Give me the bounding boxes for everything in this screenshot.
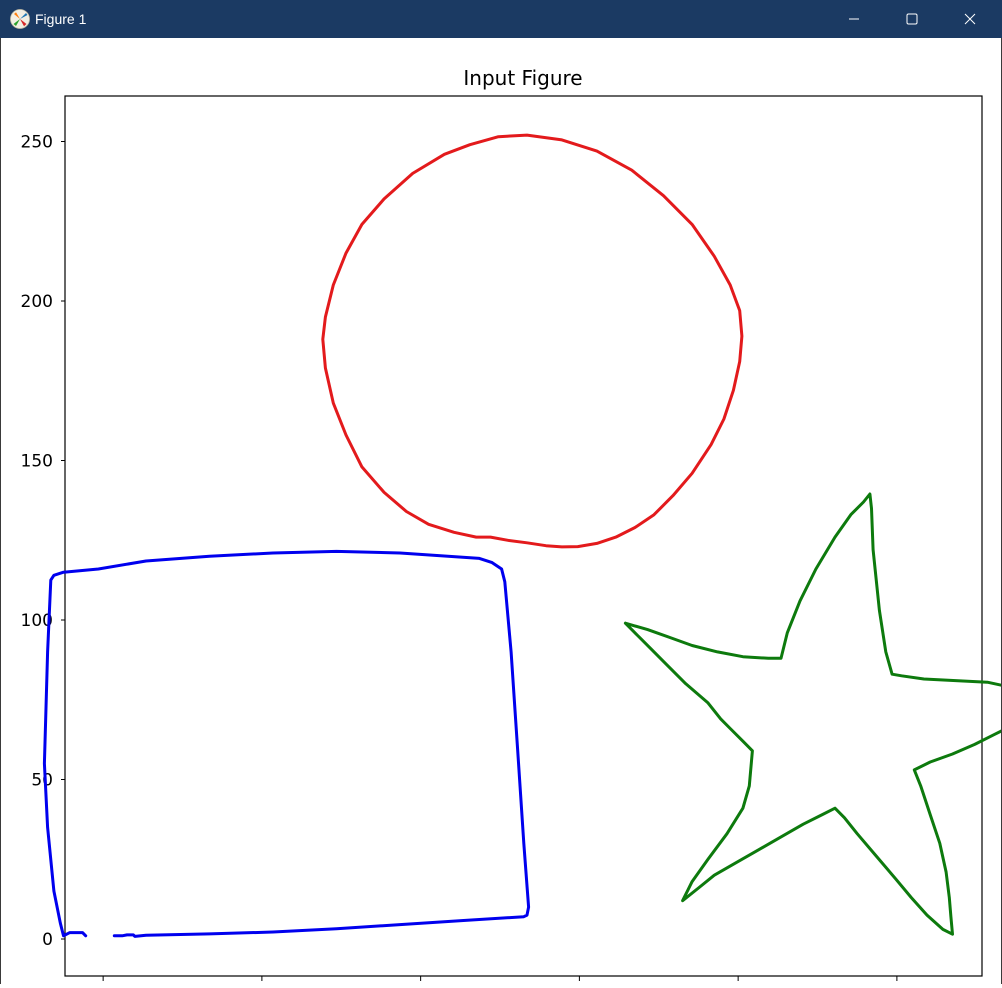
y-tick-label: 50 bbox=[31, 771, 53, 791]
y-tick-label: 150 bbox=[21, 452, 53, 472]
series-line-2 bbox=[42, 549, 531, 938]
y-tick-label: 250 bbox=[21, 133, 53, 153]
window-title: Figure 1 bbox=[35, 11, 87, 27]
minimize-button[interactable] bbox=[825, 0, 883, 38]
series-group bbox=[42, 133, 1002, 938]
series-line-1 bbox=[321, 133, 744, 549]
chart: Input Figure 0 50 100 150 200 250 bbox=[21, 66, 1002, 981]
window-titlebar: Figure 1 bbox=[0, 0, 1002, 38]
chart-title: Input Figure bbox=[463, 66, 582, 90]
y-tick-label: 0 bbox=[42, 930, 53, 950]
x-axis bbox=[102, 976, 898, 981]
series-line-3 bbox=[623, 492, 1002, 936]
maximize-icon bbox=[906, 13, 918, 25]
maximize-button[interactable] bbox=[883, 0, 941, 38]
figure-canvas: Input Figure 0 50 100 150 200 250 bbox=[1, 38, 1002, 984]
close-icon bbox=[964, 13, 976, 25]
matplotlib-icon bbox=[10, 9, 30, 29]
close-button[interactable] bbox=[941, 0, 999, 38]
y-tick-label: 200 bbox=[21, 292, 53, 312]
y-tick-label: 100 bbox=[21, 611, 53, 631]
window-border-left bbox=[0, 38, 1, 984]
y-axis: 0 50 100 150 200 250 bbox=[21, 133, 65, 950]
minimize-icon bbox=[849, 18, 859, 20]
